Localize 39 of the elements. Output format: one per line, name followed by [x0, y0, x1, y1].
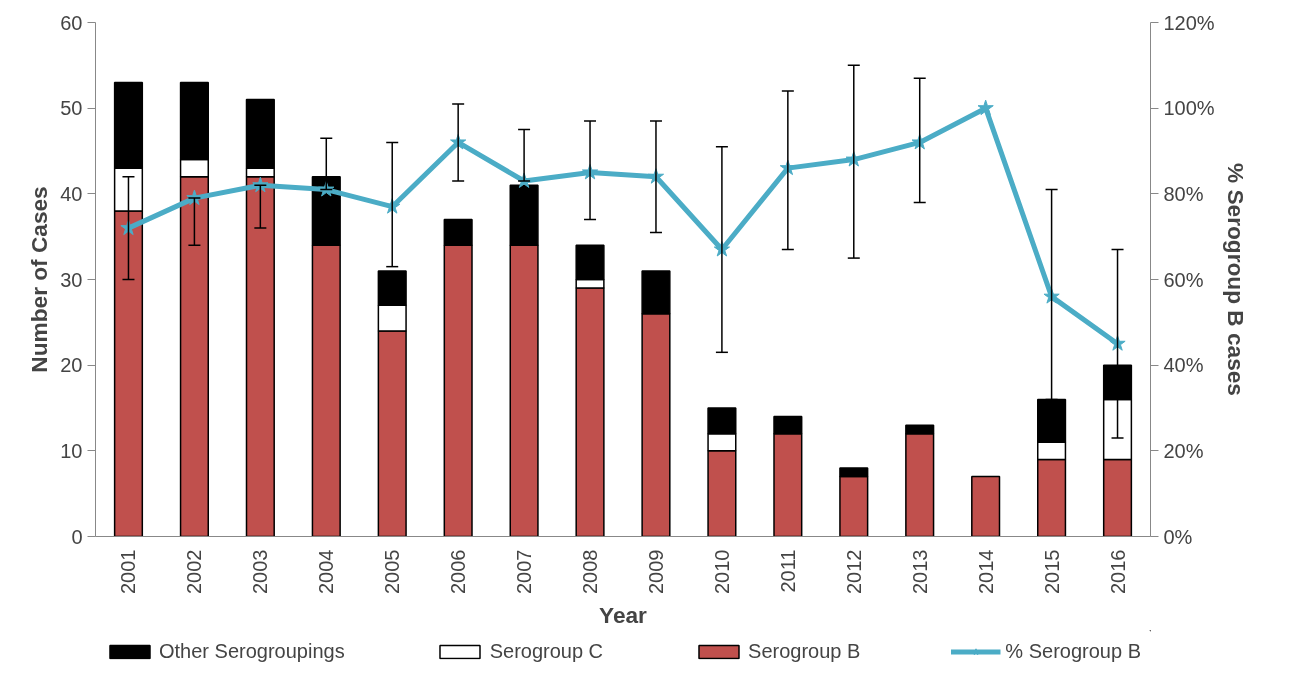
y-tick-label: 50: [60, 97, 83, 120]
legend-label: Other Serogroupings: [158, 639, 345, 663]
x-tick-label: 2007: [513, 549, 536, 594]
x-tick-label: 2003: [249, 549, 272, 594]
y2-tick-label: 20%: [1163, 439, 1204, 462]
x-tick-label: 2006: [447, 549, 470, 594]
x-tick-label: 2008: [579, 549, 602, 594]
y2-axis-title: % Serogroup B cases: [1222, 163, 1249, 396]
y-axis-title: Number of Cases: [26, 186, 53, 373]
bar: [971, 475, 1001, 537]
x-tick-label: 2002: [183, 549, 206, 594]
y-tick-label: 0: [71, 525, 83, 548]
y2-tick-label: 100%: [1163, 97, 1215, 120]
x-tick-label: 2005: [381, 549, 404, 594]
legend-label: Serogroup C: [489, 639, 604, 663]
x-tick-label: 2015: [1040, 549, 1063, 594]
y2-tick-label: 0%: [1163, 525, 1193, 548]
x-tick-label: 2016: [1106, 549, 1129, 594]
x-axis-title: Year: [599, 601, 648, 628]
y2-tick-label: 120%: [1163, 11, 1215, 34]
y2-tick-label: 60%: [1163, 268, 1204, 291]
x-tick-label: 2013: [908, 549, 931, 594]
x-tick-label: 2012: [842, 549, 865, 594]
y-tick-label: 10: [60, 439, 83, 462]
legend-label: Serogroup B: [748, 639, 861, 663]
y-tick-label: 40: [60, 182, 83, 205]
y-tick-label: 20: [60, 354, 83, 377]
x-tick-label: 2011: [776, 549, 799, 593]
point: [977, 99, 994, 116]
x-tick-label: 2004: [315, 549, 338, 594]
y-tick-label: 30: [60, 268, 83, 291]
legend-label: % Serogroup B: [1005, 639, 1142, 663]
y-tick-label: 60: [60, 11, 83, 34]
y2-tick-label: 80%: [1163, 182, 1204, 205]
x-tick-label: 2009: [644, 549, 667, 594]
x-tick-label: 2010: [710, 549, 733, 594]
x-tick-label: 2001: [117, 549, 140, 594]
x-tick-label: 2014: [974, 549, 997, 594]
y2-tick-label: 40%: [1163, 354, 1204, 377]
